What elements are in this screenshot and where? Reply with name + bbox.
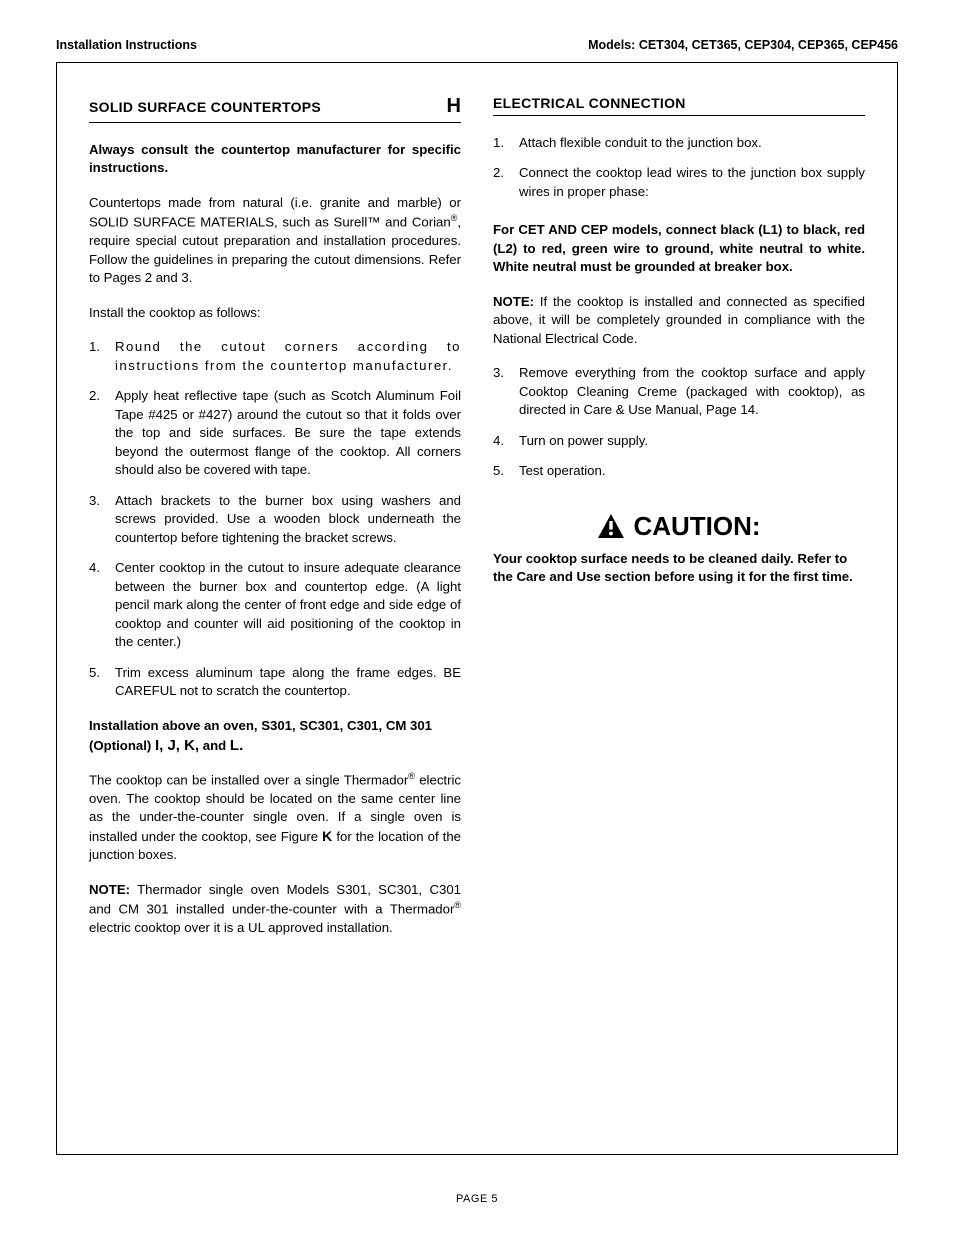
left-column: SOLID SURFACE COUNTERTOPS H Always consu… (89, 95, 461, 954)
list-item: Test operation. (493, 462, 865, 480)
note-grounded: NOTE: If the cooktop is installed and co… (493, 293, 865, 348)
note-b: If the cooktop is installed and connecte… (493, 294, 865, 346)
list-item: Remove everything from the cooktop surfa… (493, 364, 865, 419)
content-box: SOLID SURFACE COUNTERTOPS H Always consu… (56, 62, 898, 1155)
section-title-row-right: ELECTRICAL CONNECTION (493, 95, 865, 116)
section-title-left: SOLID SURFACE COUNTERTOPS (89, 99, 321, 115)
list-item: Trim excess aluminum tape along the fram… (89, 664, 461, 701)
sub-d: L. (230, 737, 243, 754)
list-item: Attach brackets to the burner box using … (89, 492, 461, 547)
p3a: The cooktop can be installed over a sing… (89, 772, 408, 787)
intro-bold: Always consult the countertop manufactur… (89, 141, 461, 178)
page-header: Installation Instructions Models: CET304… (56, 38, 898, 52)
para1-a: Countertops made from natural (i.e. gran… (89, 195, 461, 230)
list-item: Center cooktop in the cutout to insure a… (89, 559, 461, 651)
warning-icon (597, 513, 625, 539)
sub-b: I, J, K, (155, 737, 199, 754)
section-title-row-left: SOLID SURFACE COUNTERTOPS H (89, 95, 461, 123)
para-note-thermador: NOTE: Thermador single oven Models S301,… (89, 881, 461, 938)
header-right: Models: CET304, CET365, CEP304, CEP365, … (588, 38, 898, 52)
p4a: NOTE: (89, 882, 130, 897)
note-a: NOTE: (493, 294, 534, 309)
install-follows: Install the cooktop as follows: (89, 304, 461, 322)
section-title-right: ELECTRICAL CONNECTION (493, 95, 686, 111)
para-thermador: The cooktop can be installed over a sing… (89, 770, 461, 865)
electrical-list-2: Remove everything from the cooktop surfa… (493, 364, 865, 480)
caution-heading: CAUTION: (493, 511, 865, 542)
reg-mark: ® (454, 900, 461, 910)
section-letter-h: H (447, 95, 461, 118)
columns: SOLID SURFACE COUNTERTOPS H Always consu… (89, 95, 865, 954)
page: Installation Instructions Models: CET304… (0, 0, 954, 1235)
page-number: PAGE 5 (0, 1193, 954, 1205)
header-left: Installation Instructions (56, 38, 197, 52)
caution-title: CAUTION: (633, 511, 760, 542)
list-item: Attach flexible conduit to the junction … (493, 134, 865, 152)
list-item: Round the cutout corners according to in… (89, 338, 461, 375)
electrical-list-1: Attach flexible conduit to the junction … (493, 134, 865, 201)
list-item: Apply heat reflective tape (such as Scot… (89, 387, 461, 479)
para-countertops: Countertops made from natural (i.e. gran… (89, 194, 461, 288)
sub-c: and (199, 738, 230, 753)
reg-mark: ® (408, 771, 415, 781)
list-item: Connect the cooktop lead wires to the ju… (493, 164, 865, 201)
p4c: electric cooktop over it is a UL approve… (89, 920, 393, 935)
right-column: ELECTRICAL CONNECTION Attach flexible co… (493, 95, 865, 954)
caution-body: Your cooktop surface needs to be cleaned… (493, 550, 865, 587)
p4b: Thermador single oven Models S301, SC301… (89, 882, 461, 917)
wiring-bold: For CET AND CEP models, connect black (L… (493, 221, 865, 276)
list-item: Turn on power supply. (493, 432, 865, 450)
p3c: K (322, 828, 332, 844)
sub-a: Installation above an oven, S301, SC301,… (89, 718, 432, 753)
install-steps-list: Round the cutout corners according to in… (89, 338, 461, 700)
sub-heading-install-oven: Installation above an oven, S301, SC301,… (89, 717, 461, 756)
